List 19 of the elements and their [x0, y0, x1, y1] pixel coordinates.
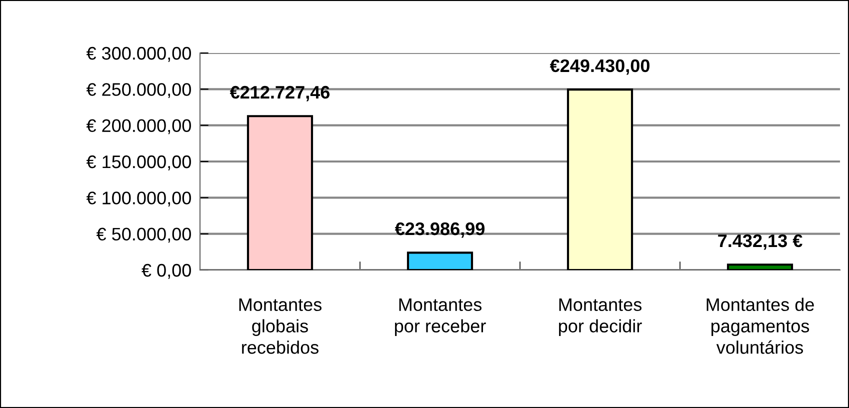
x-tick-label: Montantes de pagamentos voluntários: [706, 298, 814, 354]
data-label: €249.430,00: [550, 59, 650, 75]
bar: [246, 115, 314, 270]
data-label: €212.727,46: [230, 86, 330, 102]
x-tick-label: Montantes globais recebidos: [239, 298, 322, 354]
x-tick-label: Montantes por decidir: [559, 298, 642, 336]
y-tick-label: € 50.000,00: [96, 228, 191, 243]
bar: [566, 88, 634, 270]
data-label: €23.986,99: [394, 222, 485, 238]
x-tick-label: Montantes por receber: [395, 298, 486, 336]
y-tick-label: € 100.000,00: [86, 192, 191, 207]
bar: [726, 264, 794, 270]
bar: [406, 252, 474, 270]
y-tick-label: € 200.000,00: [86, 119, 191, 134]
y-tick-label: € 150.000,00: [86, 155, 191, 170]
y-tick-label: € 250.000,00: [86, 83, 191, 98]
y-tick-label: € 0,00: [142, 264, 191, 279]
y-tick-label: € 300.000,00: [86, 46, 191, 62]
data-label: 7.432,13 €: [718, 234, 802, 250]
